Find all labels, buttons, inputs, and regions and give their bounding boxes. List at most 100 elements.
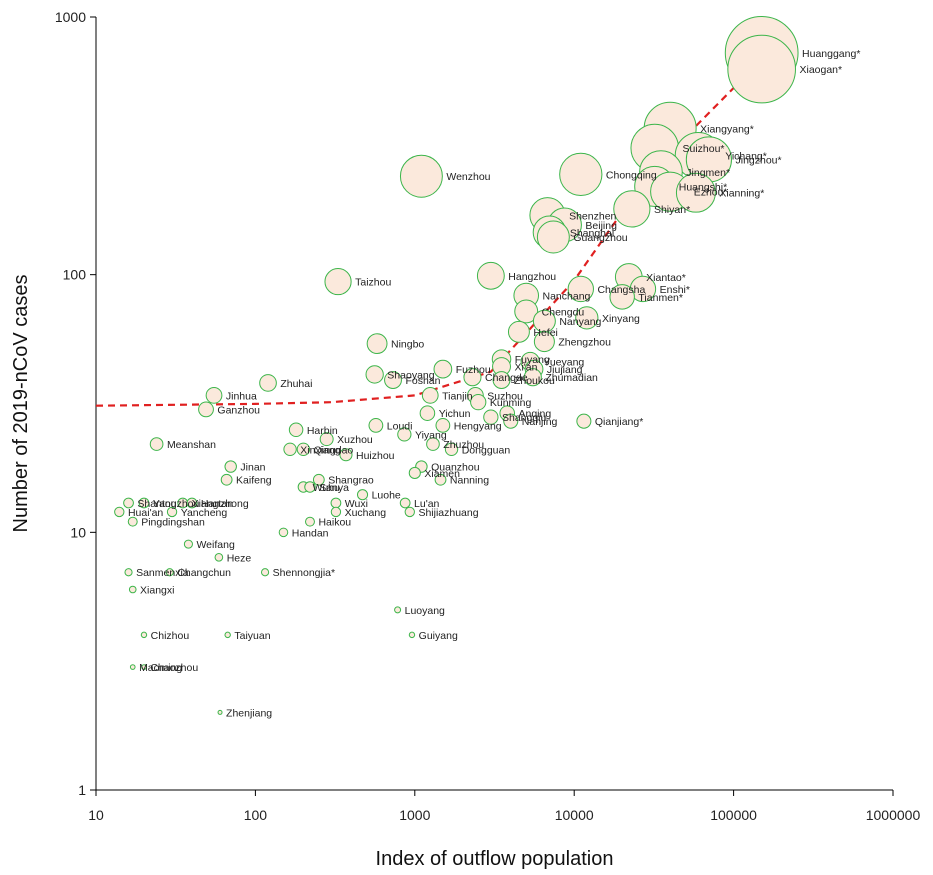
data-point <box>141 664 147 670</box>
data-point <box>312 473 325 486</box>
point-label: Nanchang <box>543 291 591 303</box>
data-point <box>404 506 415 518</box>
point-label: Yichang* <box>725 151 767 163</box>
point-label: Taiyuan <box>234 630 270 642</box>
point-label: Jinan <box>240 462 265 474</box>
point-label: Wuhu <box>313 482 340 494</box>
data-point <box>198 401 214 418</box>
data-point <box>319 432 334 447</box>
data-point <box>419 405 436 421</box>
data-point <box>183 539 193 549</box>
y-tick-label: 10 <box>70 524 86 540</box>
point-label: Qingdao <box>314 444 354 456</box>
point-label: Dongguan <box>462 444 511 456</box>
point-label: Ganzhou <box>217 404 260 416</box>
data-point <box>433 359 453 379</box>
point-label: Shaoyang <box>387 369 434 381</box>
data-point <box>365 365 384 384</box>
data-point <box>305 516 315 527</box>
point-label: Huai'an <box>128 507 163 519</box>
point-label: Chizhou <box>151 630 190 642</box>
data-point <box>397 427 412 442</box>
point-label: Fuzhou <box>456 364 491 376</box>
data-point <box>394 606 402 614</box>
point-label: Zhengzhou <box>558 337 611 349</box>
data-point <box>149 437 164 451</box>
point-label: Jiujiang <box>547 364 583 376</box>
point-label: Huanggang* <box>802 48 860 60</box>
point-label: Anqing <box>518 408 551 420</box>
point-label: Yancheng <box>181 507 228 519</box>
x-tick-label: 100000 <box>710 807 757 823</box>
point-label: Xiantao* <box>646 272 686 284</box>
point-label: Haikou <box>318 517 351 529</box>
point-label: Heze <box>227 552 252 564</box>
data-point <box>283 442 297 456</box>
point-label: Yichun <box>439 408 471 420</box>
data-point <box>217 709 223 715</box>
point-label: Tianjin <box>442 390 473 402</box>
point-label: Fuyang <box>515 354 550 366</box>
point-label: Shijiazhuang <box>418 507 478 519</box>
data-point <box>261 568 270 577</box>
point-labels: Huanggang*Xiaogan*Xiangyang*Suizhou*Yich… <box>128 48 860 720</box>
point-label: Xiangyang* <box>700 123 754 135</box>
point-label: Jinhua <box>226 390 257 402</box>
data-point <box>399 154 443 198</box>
point-label: Harbin <box>307 425 338 437</box>
point-label: Nanyang <box>559 316 601 328</box>
data-point <box>727 34 796 104</box>
data-point <box>434 473 447 486</box>
point-label: Yiyang <box>415 429 447 441</box>
point-label: Huangshi* <box>679 181 727 193</box>
data-point <box>463 368 482 387</box>
point-label: Shangqiu <box>502 412 547 424</box>
data-point <box>123 497 134 509</box>
point-label: Xiaogan* <box>799 64 842 76</box>
data-point <box>288 422 304 438</box>
point-label: Ningbo <box>391 339 424 351</box>
point-label: Xuzhou <box>337 434 373 446</box>
data-point <box>140 631 148 639</box>
data-point <box>296 442 311 456</box>
data-point <box>426 437 440 451</box>
point-label: Taizhou <box>355 277 391 289</box>
data-point <box>368 418 384 433</box>
point-label: Sanmenxia <box>136 567 189 579</box>
data-point <box>536 220 570 254</box>
point-label: Changsha <box>597 284 645 296</box>
point-label: Foshan <box>405 375 440 387</box>
point-label: Changchun <box>177 567 231 579</box>
data-point <box>304 481 316 493</box>
point-label: Beijing <box>585 220 617 232</box>
point-label: Kunming <box>490 397 532 409</box>
data-point <box>214 552 224 562</box>
data-point <box>609 284 635 310</box>
data-point <box>435 418 451 433</box>
y-tick-label: 1000 <box>55 9 86 25</box>
point-label: Guiyang <box>419 630 458 642</box>
data-point <box>124 568 133 577</box>
point-label: Lu'an <box>414 498 440 510</box>
point-label: Hangzhou <box>508 271 556 283</box>
data-point <box>399 497 411 509</box>
data-point <box>165 568 174 577</box>
data-point <box>408 631 416 639</box>
data-point <box>324 268 352 296</box>
point-label: Zhoukou <box>514 375 555 387</box>
x-tick-label: 100 <box>244 807 268 823</box>
point-label: Yangzhou <box>153 498 200 510</box>
point-label: Nanning <box>450 475 489 487</box>
point-label: Luohe <box>372 490 401 502</box>
x-tick-label: 10000 <box>555 807 594 823</box>
data-point <box>567 275 594 303</box>
x-tick-label: 1000000 <box>866 807 921 823</box>
point-label: Hefei <box>533 327 558 339</box>
point-label: Xianning* <box>719 188 764 200</box>
point-label: Ezhou* <box>694 187 728 199</box>
point-label: Wenzhou <box>446 171 490 183</box>
point-label: Xiangxi <box>140 584 174 596</box>
point-label: Shangrao <box>328 475 374 487</box>
data-point <box>559 152 603 197</box>
